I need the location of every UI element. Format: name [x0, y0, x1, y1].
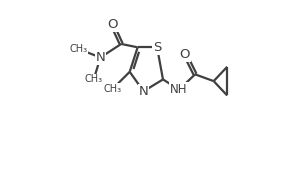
Text: CH₃: CH₃: [85, 74, 103, 84]
Text: CH₃: CH₃: [69, 44, 88, 54]
Text: O: O: [107, 18, 118, 31]
Text: N: N: [139, 85, 148, 98]
Text: CH₃: CH₃: [104, 84, 122, 94]
Text: O: O: [180, 48, 190, 61]
Text: NH: NH: [170, 83, 188, 96]
Text: N: N: [95, 51, 105, 64]
Text: S: S: [153, 41, 161, 54]
